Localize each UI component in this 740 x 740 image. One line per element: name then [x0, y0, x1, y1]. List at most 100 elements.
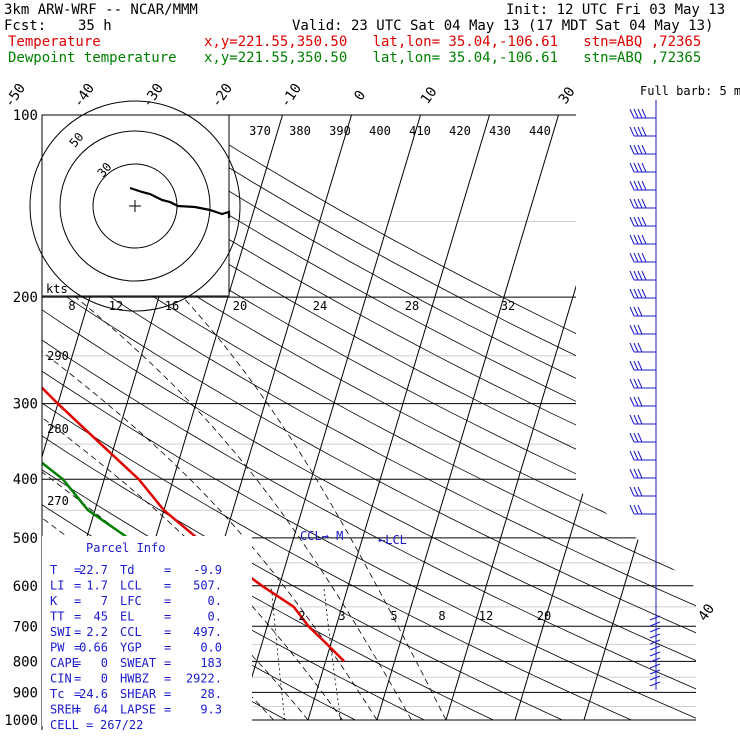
barb-flag — [637, 306, 643, 317]
isotherm-label: 40 — [695, 601, 718, 624]
barb-flag — [629, 162, 635, 173]
barb-low — [649, 681, 661, 687]
hodograph-trace — [129, 186, 231, 218]
dewpoint-location: x,y=221.55,350.50 lat,lon= 35.04,-106.61… — [204, 50, 702, 66]
parcel-equals: = — [164, 672, 171, 686]
barb-flag — [637, 234, 643, 245]
parcel-equals: = — [74, 641, 81, 655]
theta-e-label: 400 — [369, 124, 391, 138]
dry-adiabat — [42, 115, 696, 721]
dry-adiabat — [42, 115, 696, 721]
barb-flag — [637, 468, 643, 479]
temperature-location: x,y=221.55,350.50 lat,lon= 35.04,-106.61… — [204, 34, 702, 50]
parcel-key: CAPE — [50, 656, 79, 670]
barb-flag — [629, 360, 635, 371]
parcel-key: SWEAT — [120, 656, 156, 670]
barb-flag — [629, 504, 635, 515]
parcel-key: T — [50, 563, 57, 577]
theta-e-label: 430 — [489, 124, 511, 138]
barb-flag — [633, 342, 639, 353]
wind-barb — [629, 486, 656, 497]
isotherm-60 — [583, 115, 696, 721]
parcel-equals: = — [74, 594, 81, 608]
isotherm-label: 0 — [351, 88, 369, 104]
barb-low — [649, 645, 661, 651]
barb-flag — [629, 432, 635, 443]
parcel-value: 28. — [200, 687, 222, 701]
isotherm-label: -50 — [1, 81, 29, 111]
parcel-key: K — [50, 594, 58, 608]
ccl-annotation: CCL→ M — [300, 529, 343, 543]
wind-barb — [629, 450, 656, 461]
barb-flag — [633, 288, 639, 299]
parcel-value: 0. — [208, 594, 222, 608]
barb-low — [649, 627, 661, 633]
wind-barb — [629, 252, 656, 263]
wind-barb — [629, 270, 656, 281]
barb-flag — [641, 108, 647, 119]
barb-flag — [637, 270, 643, 281]
mixing-ratio-label-upper: 8 — [68, 299, 75, 313]
wind-barb — [629, 126, 656, 137]
barb-flag — [637, 504, 643, 515]
isotherm-label: -10 — [277, 81, 305, 111]
barb-flag — [637, 144, 643, 155]
barb-flag — [637, 162, 643, 173]
dry-adiabat-label: 290 — [47, 349, 69, 363]
parcel-equals: = — [164, 625, 171, 639]
pressure-label-300: 300 — [13, 397, 38, 413]
parcel-equals: = — [164, 579, 171, 593]
parcel-value: 183 — [200, 656, 222, 670]
parcel-equals: = — [74, 610, 81, 624]
wind-barb — [629, 432, 656, 443]
parcel-equals: = — [74, 672, 81, 686]
wind-barb — [629, 144, 656, 155]
barb-flag — [633, 468, 639, 479]
barb-flag — [637, 378, 643, 389]
barb-flag — [641, 198, 647, 209]
barb-flag — [637, 198, 643, 209]
wind-barb — [629, 234, 656, 245]
dry-adiabat-label: 270 — [47, 494, 69, 508]
parcel-value: 22.7 — [79, 563, 108, 577]
barb-flag — [633, 144, 639, 155]
mixing-ratio-label-lower: 20 — [537, 609, 551, 623]
mixing-ratio-label-lower: 8 — [438, 609, 445, 623]
hodograph-units: kts — [46, 282, 68, 296]
temperature-line — [42, 115, 346, 663]
barb-flag — [629, 378, 635, 389]
pressure-label-500: 500 — [13, 531, 38, 547]
barb-flag — [641, 288, 647, 299]
barb-flag — [641, 126, 647, 137]
mixing-ratio-label-lower: 5 — [390, 609, 397, 623]
wind-barb — [629, 108, 656, 119]
barb-flag — [641, 180, 647, 191]
mixing-ratio-label-lower: 2 — [298, 609, 305, 623]
barb-flag — [637, 450, 643, 461]
wind-barb — [629, 414, 656, 425]
parcel-key: TT — [50, 610, 64, 624]
parcel-value: 1.7 — [86, 579, 108, 593]
barb-low — [649, 663, 661, 669]
parcel-key: CCL — [120, 625, 142, 639]
parcel-value: 9.3 — [200, 703, 222, 717]
parcel-equals: = — [164, 563, 171, 577]
wind-barb — [629, 468, 656, 479]
barb-flag — [637, 414, 643, 425]
barb-low — [649, 669, 661, 675]
parcel-key: Td — [120, 563, 134, 577]
barb-legend: Full barb: 5 m s⁻¹ — [640, 84, 740, 98]
dry-adiabat — [42, 115, 696, 721]
legend-temperature: Temperature — [8, 34, 101, 50]
theta-e-label: 440 — [529, 124, 551, 138]
parcel-value: 0. — [208, 610, 222, 624]
dry-adiabat — [42, 115, 696, 721]
mixing-ratio-label-upper: 12 — [109, 299, 123, 313]
barb-flag — [629, 180, 635, 191]
dry-adiabat — [42, 115, 696, 721]
pressure-label-800: 800 — [13, 654, 38, 670]
parcel-value: 45 — [94, 610, 108, 624]
barb-flag — [641, 216, 647, 227]
pressure-label-700: 700 — [13, 619, 38, 635]
parcel-value: 24.6 — [79, 687, 108, 701]
